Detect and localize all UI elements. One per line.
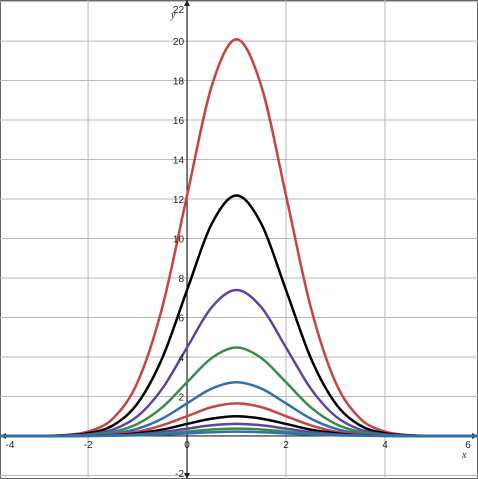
x-tick-label: -2 <box>84 440 93 451</box>
y-tick-label: 6 <box>178 313 184 324</box>
x-tick-label: 6 <box>465 440 471 451</box>
axis-arrow <box>184 0 191 6</box>
curve <box>0 430 478 438</box>
y-tick-label: -2 <box>175 469 184 479</box>
axis-arrow <box>184 473 191 479</box>
y-tick-label: 22 <box>173 5 185 16</box>
y-tick-label: 20 <box>173 37 185 48</box>
y-tick-label: 8 <box>178 274 184 285</box>
x-tick-label: 0 <box>184 440 190 451</box>
x-tick-label: 4 <box>382 440 388 451</box>
y-tick-label: 18 <box>173 77 185 88</box>
y-tick-label: 4 <box>178 353 184 364</box>
y-tick-label: 10 <box>173 235 185 246</box>
y-tick-label: 12 <box>173 195 185 206</box>
y-tick-label: 16 <box>173 116 185 127</box>
x-tick-label: 2 <box>283 440 289 451</box>
y-tick-label: 2 <box>178 392 184 403</box>
x-tick-label: -4 <box>6 440 15 451</box>
x-axis-label: x <box>461 450 467 461</box>
y-tick-label: 14 <box>173 156 185 167</box>
y-axis-label: y <box>170 10 176 21</box>
